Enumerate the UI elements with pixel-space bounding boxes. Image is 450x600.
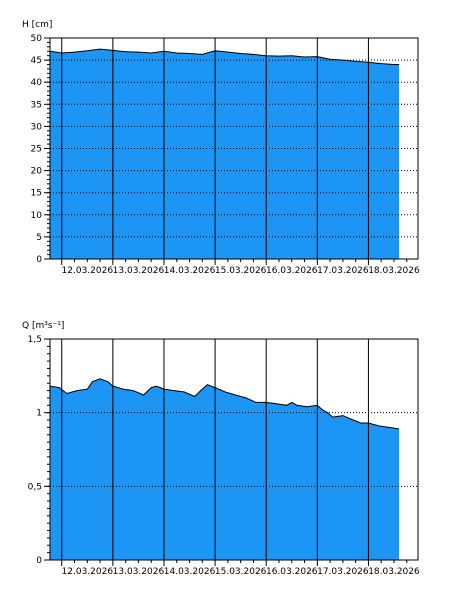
water-level-x-tick-label: 13.03.2026 (113, 266, 165, 276)
water-level-chart: H [cm] 0 5 10 15 20 25 30 35 40 45 50 12.03.2026 13.… (22, 20, 420, 276)
water-level-y-tick-label: 45 (31, 56, 42, 66)
discharge-y-tick-label: 1 (36, 409, 42, 419)
water-level-y-tick-label: 50 (31, 34, 43, 44)
discharge-x-tick-label: 14.03.2026 (164, 567, 216, 577)
discharge-x-tick-label: 12.03.2026 (62, 567, 114, 577)
water-level-y-tick-label: 20 (31, 167, 43, 177)
water-level-x-tick-label: 12.03.2026 (62, 266, 114, 276)
discharge-y-axis-label: Q [m³s⁻¹] (22, 321, 64, 331)
discharge-area-fill (50, 378, 400, 560)
water-level-y-tick-label: 35 (31, 100, 42, 110)
discharge-chart: Q [m³s⁻¹] 0 0,5 1 1,5 12.03.2026 13.03.2026 14… (22, 321, 420, 577)
water-level-y-axis-label: H [cm] (22, 20, 52, 30)
water-level-x-tick-label: 15.03.2026 (215, 266, 267, 276)
discharge-x-tick-label: 13.03.2026 (113, 567, 165, 577)
discharge-x-tick-label: 15.03.2026 (215, 567, 267, 577)
water-level-area-fill (50, 49, 400, 259)
discharge-y-tick-label: 0,5 (28, 482, 42, 492)
water-level-x-tick-label: 17.03.2026 (317, 266, 369, 276)
water-level-y-tick-label: 40 (31, 78, 43, 88)
water-level-y-tick-label: 25 (31, 145, 42, 155)
water-level-y-tick-label: 5 (36, 233, 42, 243)
discharge-x-tick-label: 16.03.2026 (266, 567, 318, 577)
water-level-x-tick-label: 14.03.2026 (164, 266, 216, 276)
discharge-y-tick-label: 0 (36, 556, 42, 566)
water-level-y-tick-label: 30 (31, 122, 43, 132)
water-level-y-tick-label: 10 (31, 211, 43, 221)
discharge-y-tick-label: 1,5 (28, 335, 42, 345)
discharge-axes: 0 0,5 1 1,5 12.03.2026 13.03.2026 14.03.2026 15… (28, 335, 420, 577)
water-level-x-tick-label: 16.03.2026 (266, 266, 318, 276)
discharge-x-tick-label: 17.03.2026 (317, 567, 369, 577)
water-level-axes: 0 5 10 15 20 25 30 35 40 45 50 12.03.2026 13.03.2026… (31, 34, 420, 276)
discharge-x-tick-label: 18.03.2026 (368, 567, 420, 577)
discharge-series-line (49, 378, 400, 430)
water-level-y-tick-label: 0 (36, 255, 42, 265)
water-level-y-tick-label: 15 (31, 189, 42, 199)
water-level-x-tick-label: 18.03.2026 (368, 266, 420, 276)
